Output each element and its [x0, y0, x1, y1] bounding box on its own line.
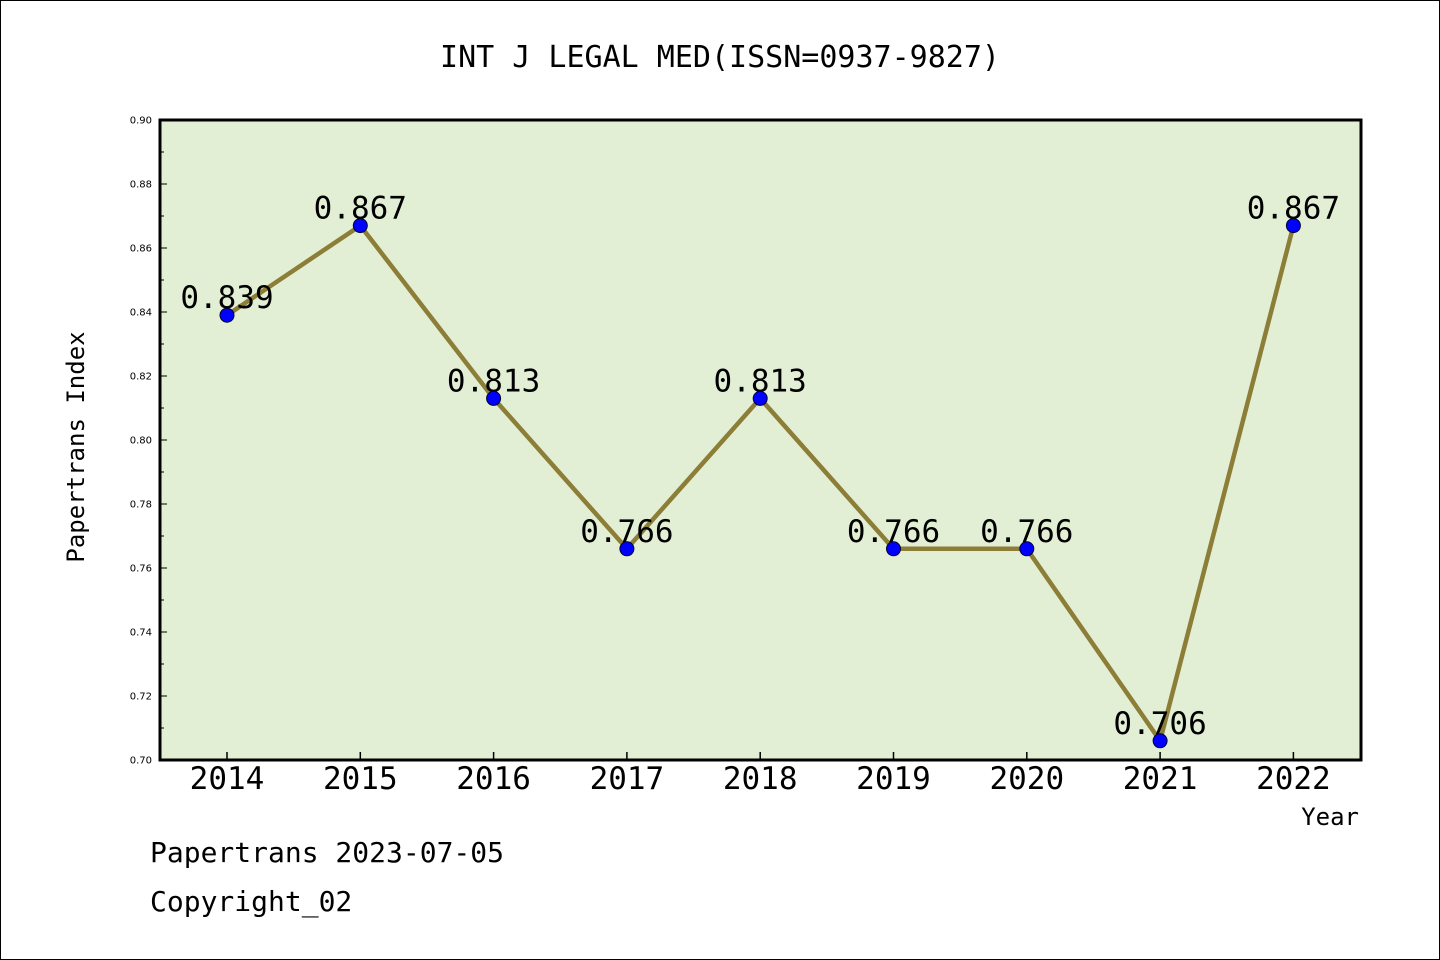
- data-point: [1285, 218, 1301, 234]
- footer-copyright: Copyright_02: [150, 885, 353, 918]
- footer-date: Papertrans 2023-07-05: [150, 836, 505, 869]
- x-tick-label: 2022: [1256, 761, 1331, 797]
- x-tick-label: 2021: [1123, 761, 1198, 797]
- x-tick-label: 2016: [456, 761, 531, 797]
- data-label: 0.867: [1247, 191, 1340, 227]
- y-tick-label: 0.74: [130, 628, 152, 639]
- markers-group: [219, 218, 1301, 749]
- data-point: [486, 390, 502, 406]
- data-labels-group: 0.839 0.867 0.813 0.766 0.813 0.766 0.766 0.706…: [180, 191, 1340, 742]
- data-label: 0.766: [980, 514, 1073, 550]
- x-tick-label: 2018: [723, 761, 798, 797]
- data-point: [352, 218, 368, 234]
- x-tick-label: 2019: [856, 761, 931, 797]
- y-tick-label: 0.82: [130, 372, 152, 383]
- y-axis-label: Papertrans Index: [62, 331, 90, 562]
- y-tick-label: 0.70: [130, 756, 152, 767]
- data-label: 0.839: [180, 280, 273, 316]
- y-tick-label: 0.84: [130, 308, 152, 319]
- y-tick-label: 0.80: [130, 436, 152, 447]
- data-point: [1019, 541, 1035, 557]
- y-tick-label: 0.90: [130, 116, 152, 127]
- y-tick-label: 0.76: [130, 564, 152, 575]
- x-tick-label: 2017: [590, 761, 665, 797]
- y-tick-label: 0.88: [130, 180, 152, 191]
- y-tick-label: 0.78: [130, 500, 152, 511]
- x-tick-label: 2020: [989, 761, 1064, 797]
- data-label: 0.766: [580, 514, 673, 550]
- x-axis: 2014 2015 2016 2017 2018 2019 2020 2021 2022: [190, 752, 1331, 797]
- data-point: [219, 307, 235, 323]
- data-point: [619, 541, 635, 557]
- x-tick-label: 2015: [323, 761, 398, 797]
- data-point: [752, 390, 768, 406]
- y-tick-label: 0.72: [130, 692, 152, 703]
- data-label: 0.706: [1113, 706, 1206, 742]
- y-tick-label: 0.86: [130, 244, 152, 255]
- data-label: 0.867: [314, 191, 407, 227]
- x-axis-label: Year: [1301, 803, 1359, 831]
- data-point: [1152, 733, 1168, 749]
- x-tick-label: 2014: [190, 761, 265, 797]
- chart-title: INT J LEGAL MED(ISSN=0937-9827): [440, 40, 1000, 75]
- y-axis: 0.70 0.72 0.74 0.76 0.78 0.80 0.82 0.84 0.86 0.88…: [130, 116, 167, 767]
- data-label: 0.766: [847, 514, 940, 550]
- data-label: 0.813: [447, 363, 540, 399]
- data-label: 0.813: [714, 363, 807, 399]
- data-point: [886, 541, 901, 557]
